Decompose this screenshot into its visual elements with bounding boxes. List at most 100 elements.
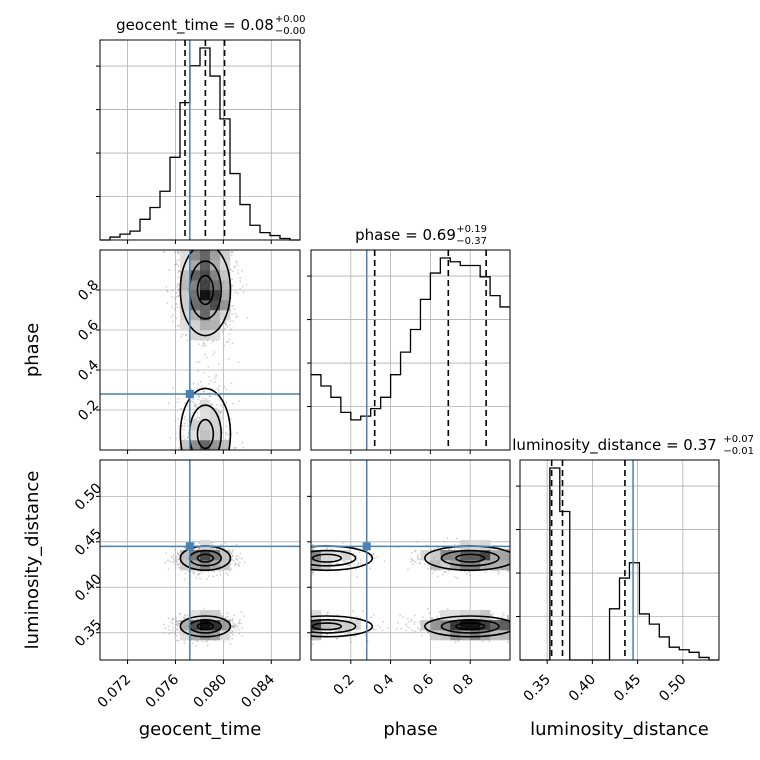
density-cell xyxy=(210,280,221,291)
sample-point xyxy=(199,380,202,383)
sample-point xyxy=(178,295,180,298)
density-cell xyxy=(180,440,191,450)
sample-point xyxy=(235,260,237,263)
sample-point xyxy=(239,619,241,621)
density-cell xyxy=(180,550,191,561)
density-cell xyxy=(210,330,221,341)
sample-point xyxy=(239,557,241,560)
sample-point xyxy=(195,404,198,407)
sample-point xyxy=(178,613,181,616)
sample-point xyxy=(198,396,200,399)
density-cell xyxy=(200,540,211,551)
sample-point xyxy=(177,417,180,420)
histogram-step xyxy=(520,467,719,661)
sample-point xyxy=(221,417,224,420)
title-minus: −0.00 xyxy=(275,26,306,37)
density-cell xyxy=(220,440,231,450)
density-cell xyxy=(190,260,201,271)
sample-point xyxy=(225,388,228,391)
sample-point xyxy=(166,290,169,293)
sample-point xyxy=(209,395,212,398)
title-minus: −0.37 xyxy=(456,236,487,247)
sample-point xyxy=(177,276,180,279)
sample-point xyxy=(231,313,234,316)
sample-point xyxy=(193,572,195,575)
sample-point xyxy=(207,575,210,578)
sample-point xyxy=(175,620,178,623)
sample-point xyxy=(208,395,211,398)
density-cell xyxy=(200,630,211,641)
sample-point xyxy=(239,277,242,279)
density-cell xyxy=(200,410,211,421)
sample-point xyxy=(236,432,238,435)
sample-point xyxy=(167,617,170,620)
title-plus: +0.00 xyxy=(275,14,306,25)
sample-point xyxy=(219,404,222,407)
sample-point xyxy=(335,630,338,632)
sample-point xyxy=(418,562,421,564)
sample-point xyxy=(210,341,213,344)
sample-point xyxy=(193,404,195,406)
sample-point xyxy=(215,407,218,410)
density-cell xyxy=(200,250,211,261)
sample-point xyxy=(177,265,180,268)
density-cell xyxy=(190,310,201,321)
sample-point xyxy=(174,432,177,435)
sample-point xyxy=(221,431,224,434)
sample-point xyxy=(174,623,177,626)
sample-point xyxy=(232,633,234,636)
sample-point xyxy=(181,333,184,336)
sample-point xyxy=(173,251,176,253)
sample-point xyxy=(232,251,234,253)
sample-point xyxy=(232,320,234,323)
density-cell xyxy=(190,610,201,621)
joint-geocent-time-luminosity-distance xyxy=(96,459,301,664)
sample-point xyxy=(168,628,170,631)
sample-point xyxy=(166,302,169,304)
sample-point xyxy=(202,607,205,610)
sample-point xyxy=(183,422,186,425)
sample-point xyxy=(176,306,179,309)
density-cell xyxy=(210,270,221,281)
sample-point xyxy=(190,388,193,391)
sample-point xyxy=(176,624,179,627)
sample-point xyxy=(225,425,228,428)
sample-point xyxy=(177,295,180,297)
density-cell xyxy=(190,300,201,311)
sample-point xyxy=(209,541,212,544)
density-cell xyxy=(210,440,221,450)
sample-point xyxy=(204,397,207,400)
sample-point xyxy=(176,325,179,328)
sample-point xyxy=(233,308,236,311)
sample-point xyxy=(197,370,199,372)
joint-plot-area xyxy=(311,460,510,660)
sample-point xyxy=(229,642,232,645)
density-cell xyxy=(200,320,211,331)
density-cell xyxy=(180,630,191,641)
sample-point xyxy=(233,266,236,269)
sample-point xyxy=(233,626,236,629)
sample-point xyxy=(237,555,240,558)
sample-point xyxy=(218,398,221,401)
sample-point xyxy=(196,411,198,414)
sample-point xyxy=(204,344,207,347)
sample-point xyxy=(184,415,186,418)
sample-point xyxy=(172,618,174,620)
sample-point xyxy=(241,441,244,444)
sample-point xyxy=(167,559,169,562)
density-cell xyxy=(210,250,221,261)
sample-point xyxy=(176,251,179,253)
sample-point xyxy=(231,637,234,640)
sample-point xyxy=(231,284,234,287)
density-cell xyxy=(190,560,201,571)
sample-point xyxy=(209,379,212,382)
sample-point xyxy=(234,446,237,449)
sample-point xyxy=(167,632,170,635)
sample-point xyxy=(225,433,228,436)
sample-point xyxy=(177,552,180,555)
sample-point xyxy=(226,612,229,614)
sample-point xyxy=(358,551,361,554)
sample-point xyxy=(454,641,457,644)
sample-point xyxy=(186,436,189,438)
sample-point xyxy=(369,567,372,570)
